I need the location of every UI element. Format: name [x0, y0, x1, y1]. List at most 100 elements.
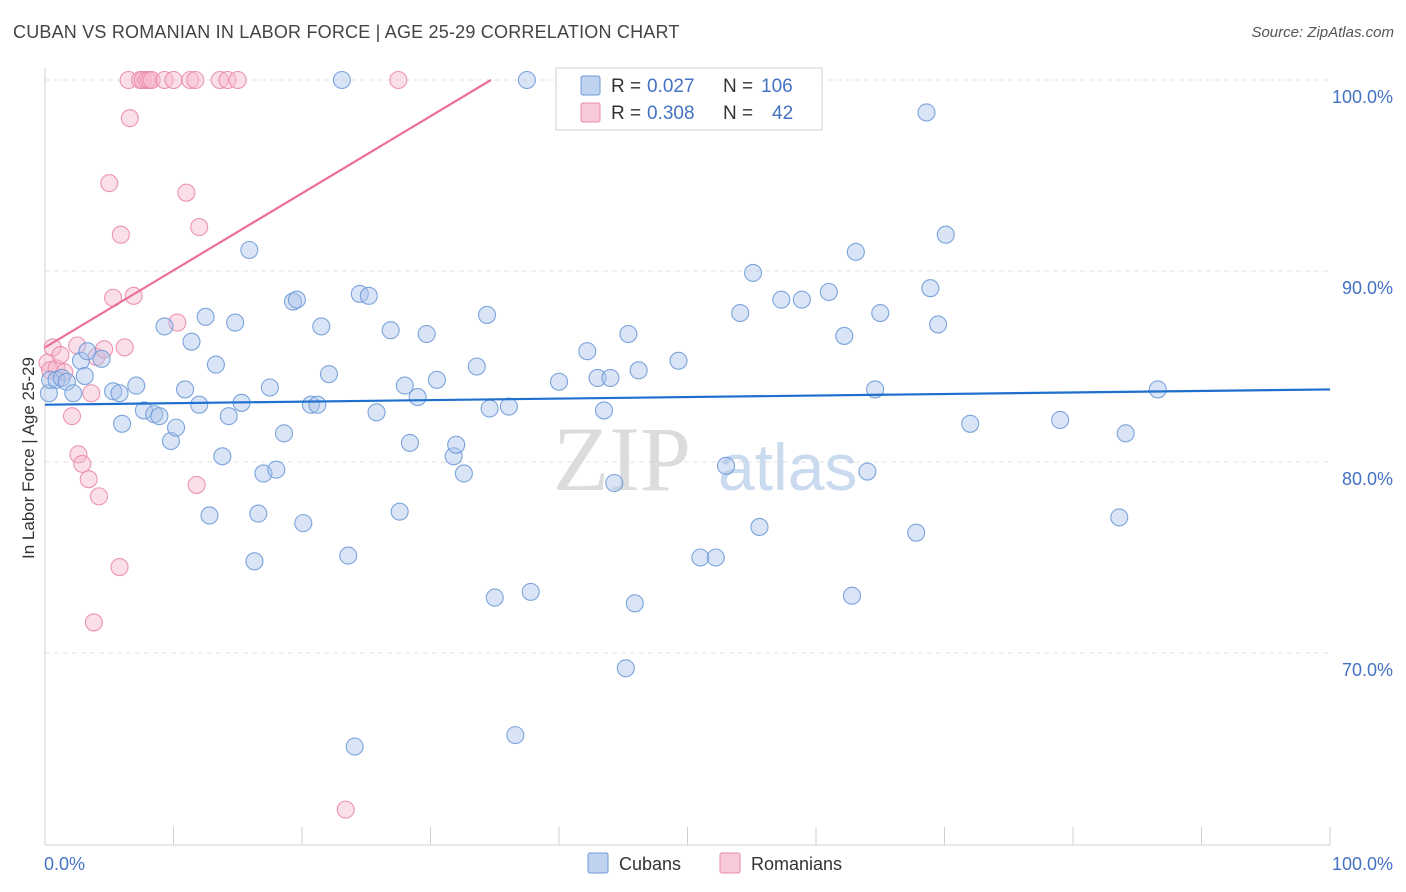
watermark-zip: ZIP	[553, 408, 691, 510]
romanian-point-22	[120, 109, 139, 128]
romanian-point-19	[111, 225, 130, 244]
romanian-point-16	[100, 174, 119, 193]
cuban-point-82	[731, 303, 750, 323]
romanians-trendline	[44, 79, 492, 349]
cuban-point-60	[467, 357, 486, 376]
cuban-point-62	[480, 399, 499, 418]
cuban-point-39	[294, 514, 313, 533]
cuban-point-92	[866, 380, 885, 399]
cuban-point-78	[669, 351, 688, 370]
cuban-point-72	[601, 368, 620, 388]
cuban-point-47	[350, 284, 369, 303]
cuban-point-16	[150, 407, 169, 426]
romanian-point-28	[142, 70, 161, 90]
cuban-point-84	[750, 517, 769, 536]
romanian-point-4	[51, 345, 70, 365]
cuban-point-27	[219, 407, 238, 426]
cuban-point-8	[78, 342, 97, 361]
legend-n-label-1: N =	[723, 76, 753, 97]
romanian-point-33	[181, 70, 200, 90]
cuban-point-91	[858, 462, 877, 481]
romanian-point-37	[210, 70, 229, 90]
grid-lines	[45, 79, 1330, 654]
cuban-point-71	[594, 401, 614, 420]
romanian-point-32	[177, 183, 196, 202]
cuban-point-20	[176, 380, 195, 399]
bottom-legend-romanians: Romanians	[751, 854, 842, 874]
cuban-point-94	[907, 523, 926, 542]
trendlines	[44, 79, 1331, 406]
cuban-point-87	[819, 282, 838, 302]
axes	[44, 68, 1331, 846]
cuban-point-74	[616, 659, 635, 678]
romanian-point-12	[84, 613, 103, 632]
cuban-point-11	[110, 384, 129, 403]
cuban-point-9	[92, 349, 111, 368]
cuban-point-5	[64, 384, 83, 403]
romanian-point-7	[68, 336, 87, 355]
cuban-point-54	[408, 388, 427, 407]
cuban-point-52	[395, 376, 414, 395]
watermark: ZIP atlas	[553, 408, 857, 510]
cuban-point-55	[417, 324, 436, 344]
legend-n-value-2: 42	[772, 103, 793, 124]
cuban-point-73	[605, 473, 624, 493]
cuban-point-103	[1148, 380, 1167, 399]
cuban-point-100	[1051, 410, 1070, 430]
watermark-atlas: atlas	[718, 430, 857, 504]
cuban-point-6	[71, 351, 91, 370]
x-tick-label-start: 0.0%	[44, 854, 85, 874]
cuban-point-28	[226, 313, 245, 332]
cuban-point-67	[521, 582, 540, 601]
cuban-point-0	[39, 384, 58, 403]
cuban-point-23	[196, 307, 215, 326]
cuban-point-12	[113, 414, 132, 433]
cuban-point-19	[167, 418, 186, 437]
cuban-point-89	[842, 586, 862, 605]
cuban-point-99	[961, 414, 980, 433]
y-axis-label: In Labor Force | Age 25-29	[19, 357, 38, 559]
cuban-point-97	[929, 315, 948, 334]
cuban-point-43	[319, 365, 339, 384]
y-tick-label-90: 90.0%	[1342, 278, 1393, 298]
romanian-point-6	[62, 407, 82, 426]
romanian-point-9	[73, 454, 92, 473]
cuban-point-18	[161, 431, 180, 451]
cuban-point-24	[200, 506, 219, 525]
cuban-point-4	[57, 372, 76, 391]
cuban-point-75	[619, 324, 638, 344]
cuban-point-79	[691, 548, 710, 567]
cuban-point-90	[846, 242, 865, 261]
romanians-series	[38, 70, 408, 819]
cuban-point-26	[213, 447, 232, 466]
romanian-point-14	[89, 487, 109, 506]
bottom-legend-swatch-cubans	[587, 852, 609, 874]
tick-labels: 70.0% 80.0% 90.0% 100.0% 0.0% 100.0%	[44, 87, 1393, 874]
cuban-point-50	[381, 321, 400, 340]
cuban-point-93	[871, 303, 890, 323]
source-credit: Source: ZipAtlas.com	[1251, 24, 1394, 41]
cuban-point-22	[190, 395, 209, 414]
y-tick-label-100: 100.0%	[1332, 87, 1393, 107]
romanian-point-41	[389, 70, 408, 90]
cuban-point-41	[308, 395, 327, 414]
cuban-point-34	[260, 378, 279, 397]
romanian-point-11	[82, 384, 101, 403]
cuban-point-46	[345, 737, 364, 756]
romanian-point-39	[228, 70, 247, 90]
cuban-point-77	[629, 361, 648, 380]
cuban-point-10	[104, 382, 123, 401]
cuban-point-30	[240, 240, 259, 260]
legend-swatch-romanians	[580, 102, 601, 123]
legend-n-label-2: N =	[723, 103, 753, 124]
legend-r-label-1: R =	[611, 76, 641, 97]
cuban-point-95	[917, 103, 936, 122]
cuban-point-59	[454, 464, 473, 483]
cuban-point-101	[1110, 508, 1129, 527]
cuban-point-36	[274, 424, 294, 443]
cuban-point-80	[706, 548, 725, 567]
cuban-point-25	[206, 355, 225, 374]
series-legend: Cubans Romanians	[587, 852, 842, 874]
legend-r-value-1: 0.027	[647, 76, 695, 97]
